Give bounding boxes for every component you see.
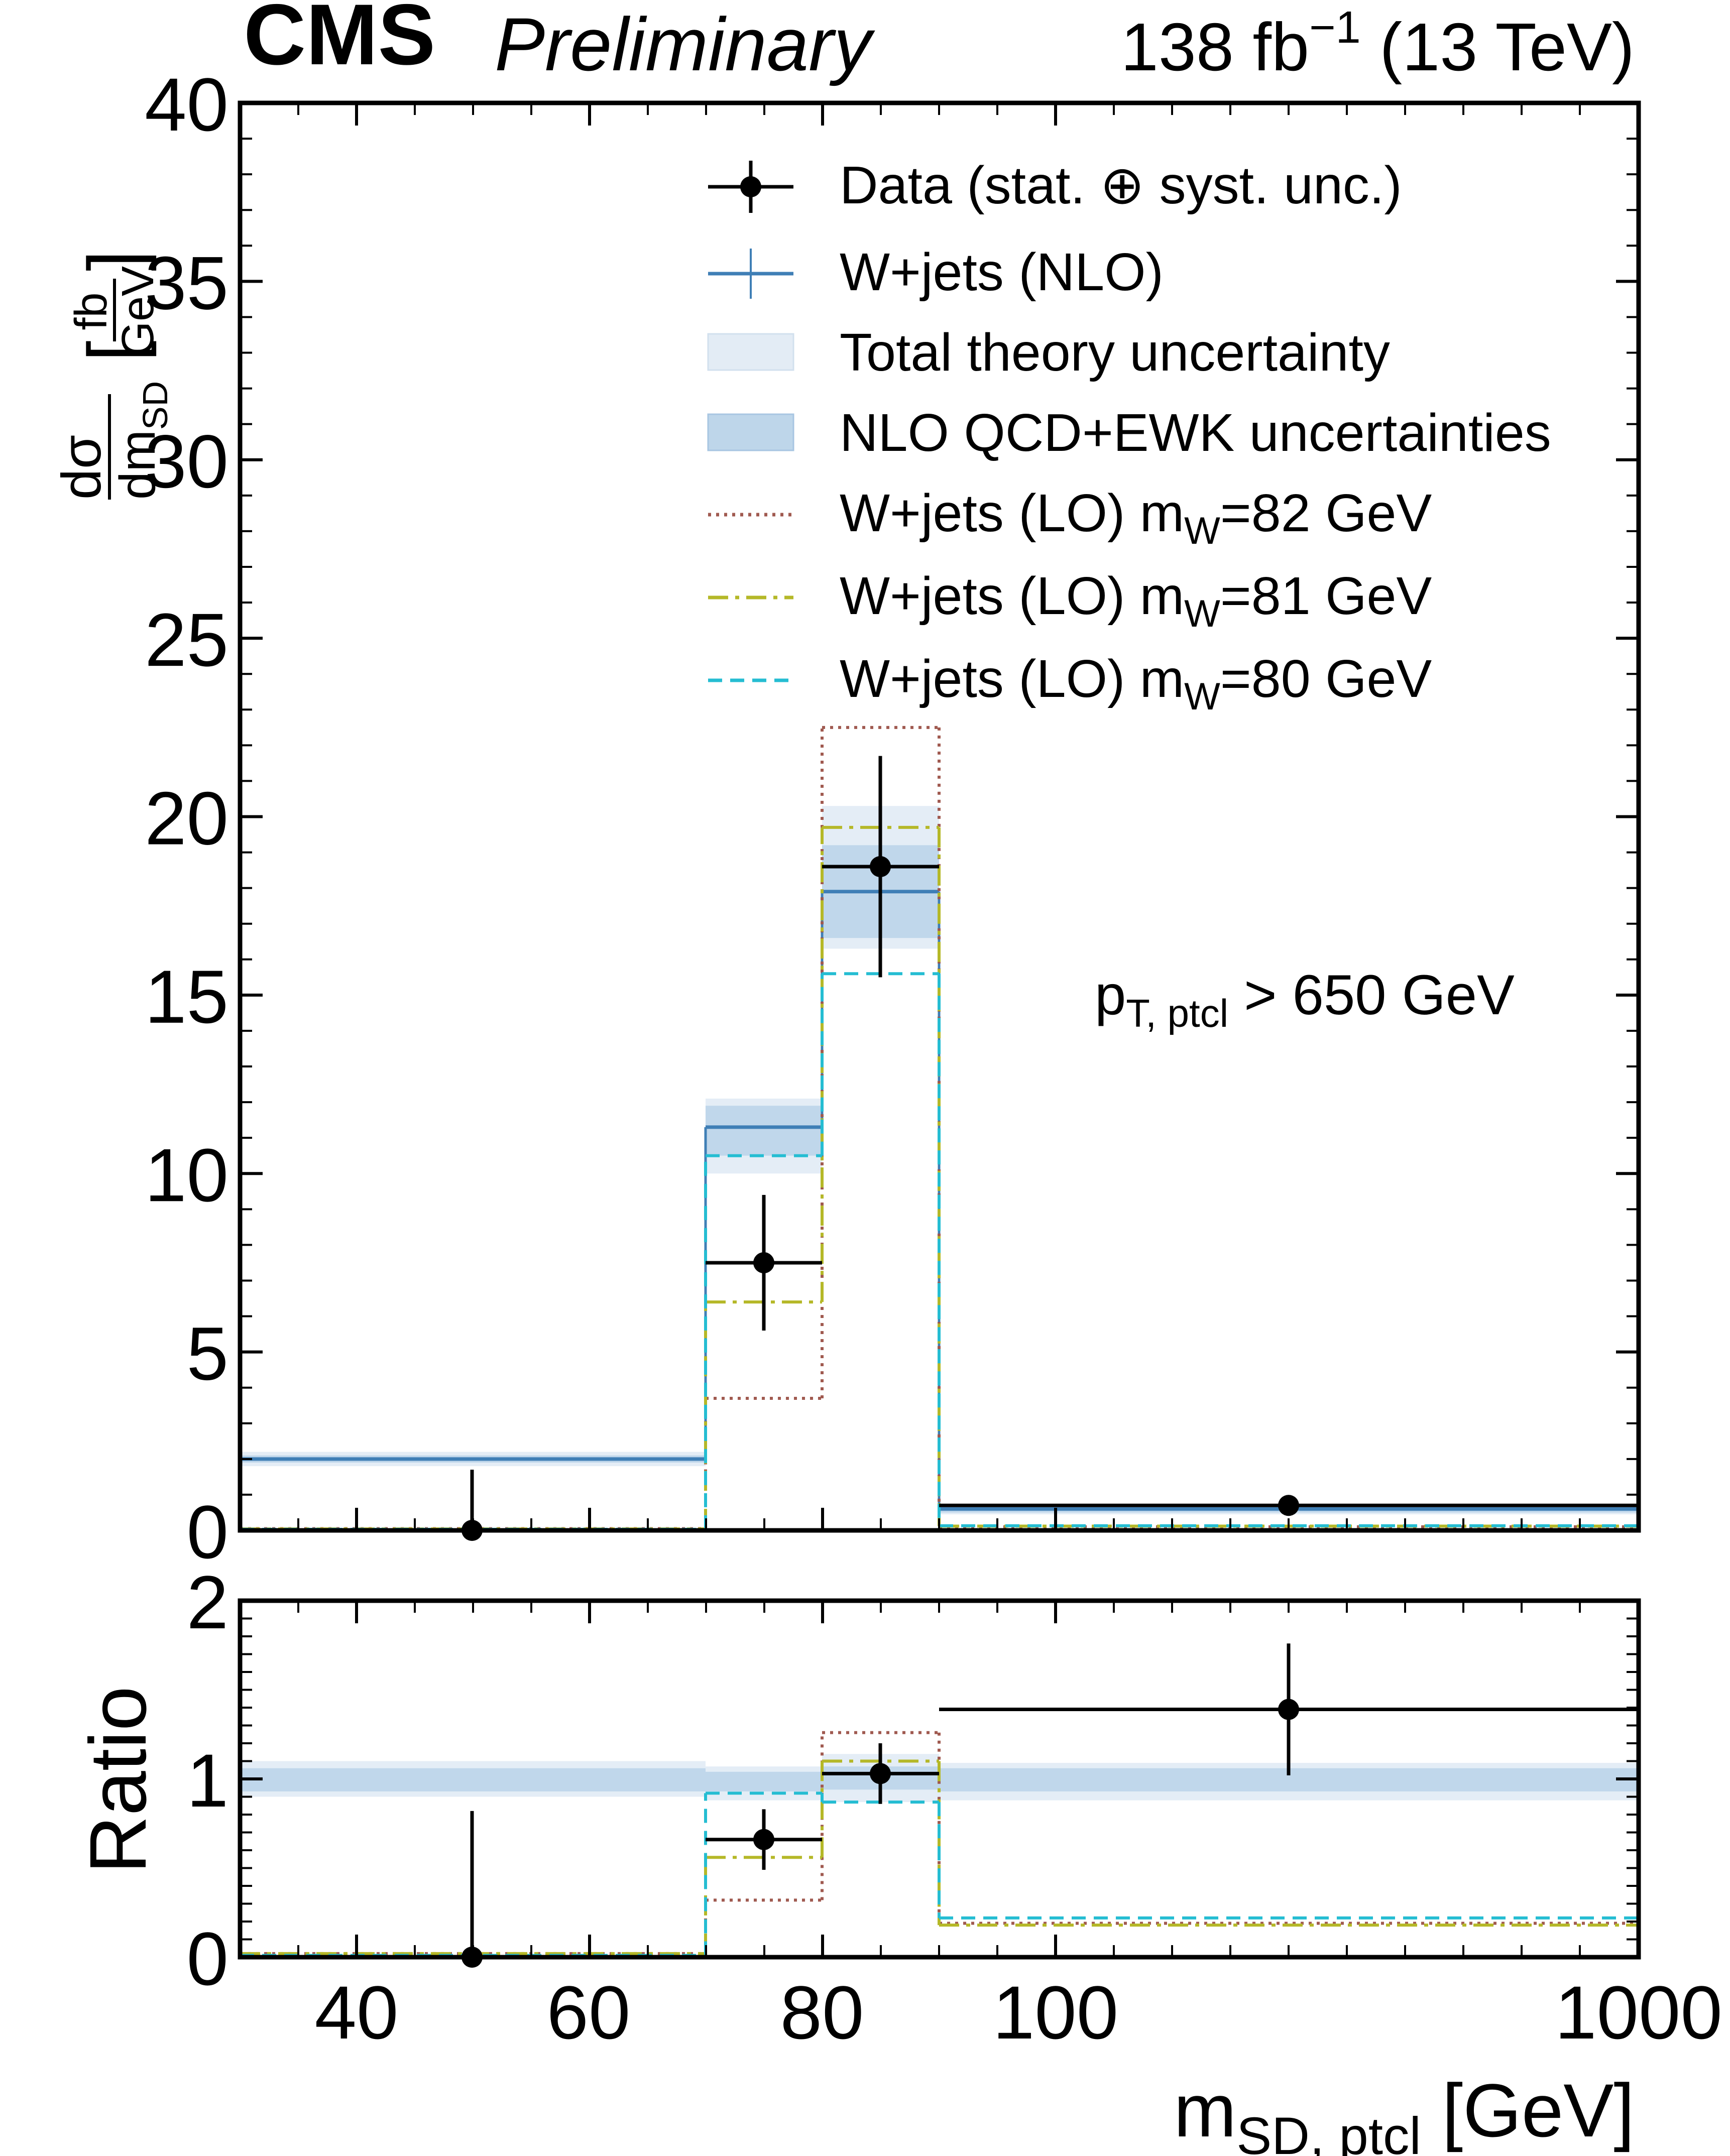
legend-entry-lo81: W+jets (LO) mW=81 GeV xyxy=(708,566,1432,635)
main-ytick-label-5: 25 xyxy=(145,597,228,682)
legend-label-lo81: W+jets (LO) mW=81 GeV xyxy=(840,566,1432,635)
axes-ticks: 40 60 80 100 1000 xyxy=(297,103,1722,2055)
ratio-ytick-label-0: 0 xyxy=(187,1917,228,2001)
ylabel-unit-num: fb xyxy=(66,292,117,330)
ratio-y-axis-label: Ratio xyxy=(73,1686,163,1874)
legend-label-data: Data (stat. ⊕ syst. unc.) xyxy=(840,156,1402,215)
experiment-label: CMS xyxy=(244,0,435,83)
lumi-label: 138 fb−1 (13 TeV) xyxy=(1121,3,1635,85)
legend-entry-data: Data (stat. ⊕ syst. unc.) xyxy=(708,156,1402,215)
ratio-band-1-bin-1 xyxy=(706,1771,822,1791)
ratio-ytick-label-2: 2 xyxy=(187,1560,228,1644)
main-plot-area: 0 5 10 15 20 25 30 35 40 xyxy=(145,62,1639,1574)
ylabel-denominator: dmSD xyxy=(109,381,175,500)
main-data-point-2 xyxy=(870,856,891,878)
legend-total-unc-swatch xyxy=(707,333,794,371)
main-band-1-bin-1 xyxy=(706,1106,822,1156)
legend-entry-total-unc: Total theory uncertainty xyxy=(707,323,1390,382)
ylabel-unit-den: GeV xyxy=(113,266,163,356)
status-label: Preliminary xyxy=(495,2,875,86)
ratio-data-point-2 xyxy=(870,1763,891,1784)
legend-label-nlo: W+jets (NLO) xyxy=(840,243,1164,302)
main-ytick-label-4: 20 xyxy=(145,776,228,861)
legend-entry-nlo-unc: NLO QCD+EWK uncertainties xyxy=(707,403,1551,462)
xtick-label-2: 80 xyxy=(780,1970,864,2055)
legend-label-lo80: W+jets (LO) mW=80 GeV xyxy=(840,649,1432,718)
main-y-axis-label: dσ dmSD [ fb GeV ] xyxy=(51,250,175,500)
legend-label-lo82: W+jets (LO) mW=82 GeV xyxy=(840,484,1432,552)
main-ytick-label-6: 30 xyxy=(145,419,228,504)
legend-entry-lo82: W+jets (LO) mW=82 GeV xyxy=(708,484,1432,552)
x-axis-label: mSD, ptcl [GeV] xyxy=(1174,2068,1635,2156)
xtick-label-1: 60 xyxy=(547,1970,631,2055)
ratio-data-point-1 xyxy=(753,1829,774,1850)
main-data-point-1 xyxy=(753,1252,774,1273)
legend-data-marker xyxy=(740,176,761,197)
ylabel-numerator: dσ xyxy=(51,435,112,500)
ratio-data-point-3 xyxy=(1278,1699,1299,1720)
legend-entry-lo80: W+jets (LO) mW=80 GeV xyxy=(708,649,1432,718)
main-ytick-label-3: 15 xyxy=(145,954,228,1039)
main-data-point-3 xyxy=(1278,1495,1299,1516)
main-ytick-label-8: 40 xyxy=(145,62,228,147)
main-ytick-label-1: 5 xyxy=(187,1311,228,1396)
xtick-label-0: 40 xyxy=(315,1970,399,2055)
legend: Data (stat. ⊕ syst. unc.) W+jets (NLO) T… xyxy=(707,156,1551,718)
main-ytick-label-7: 35 xyxy=(145,241,228,325)
ratio-plot-area: 0 1 2 xyxy=(187,1560,1639,2001)
ylabel-bracket-close: ] xyxy=(72,250,157,271)
legend-nlo-unc-swatch xyxy=(707,413,794,451)
main-ytick-label-2: 10 xyxy=(145,1133,228,1217)
legend-label-total-unc: Total theory uncertainty xyxy=(840,323,1390,382)
legend-label-nlo-unc: NLO QCD+EWK uncertainties xyxy=(840,403,1551,462)
ratio-band-1-bin-0 xyxy=(240,1768,706,1791)
legend-entry-nlo: W+jets (NLO) xyxy=(708,243,1164,302)
xtick-label-4: 1000 xyxy=(1555,1970,1722,2055)
xtick-label-3: 100 xyxy=(993,1970,1118,2055)
ylabel-bracket-open: [ xyxy=(72,340,157,362)
pt-cut-annotation: pT, ptcl > 650 GeV xyxy=(1095,964,1515,1035)
main-ytick-label-0: 0 xyxy=(187,1490,228,1574)
ratio-ytick-label-1: 1 xyxy=(187,1738,228,1823)
